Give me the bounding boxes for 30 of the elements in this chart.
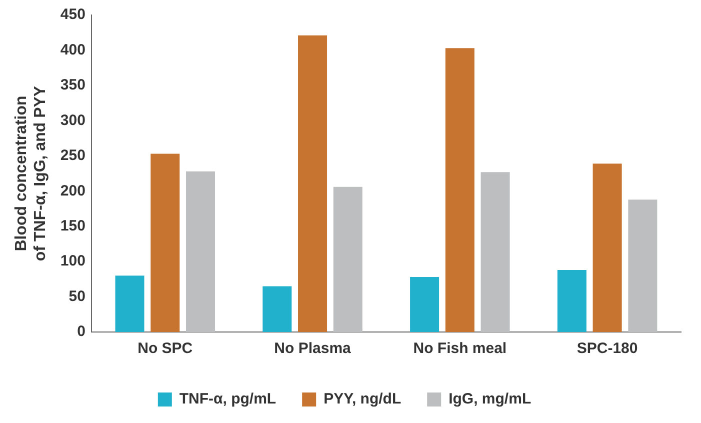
x-tick-label: No Fish meal — [413, 340, 507, 358]
bar — [262, 286, 292, 332]
y-tick-label: 450 — [60, 6, 86, 24]
bar — [628, 200, 658, 332]
bar — [592, 164, 622, 332]
bar — [557, 270, 586, 332]
y-tick-label: 250 — [60, 147, 86, 164]
bar — [445, 48, 474, 332]
y-tick-label: 50 — [68, 288, 86, 305]
y-tick-label: 100 — [60, 252, 86, 270]
x-tick-label: No Plasma — [274, 340, 352, 358]
bar — [115, 276, 144, 332]
bar — [186, 171, 215, 332]
y-tick-label: 150 — [60, 217, 86, 234]
x-tick-label: No SPC — [138, 340, 193, 358]
legend-label: TNF-α, pg/mL — [179, 390, 276, 408]
bar — [150, 154, 180, 332]
y-tick-label: 350 — [60, 76, 86, 94]
bar — [410, 277, 440, 332]
y-tick-label: 200 — [60, 182, 86, 200]
legend-label: PYY, ng/dL — [324, 390, 402, 408]
y-tick-label: 400 — [60, 41, 86, 58]
y-tick-label: 0 — [77, 323, 86, 340]
legend-label: IgG, mg/mL — [448, 390, 532, 408]
bar — [298, 35, 328, 332]
x-tick-label: SPC-180 — [576, 340, 638, 358]
y-axis-title: Blood concentration of TNF-α, IgG, and PYY — [13, 86, 50, 262]
y-tick-label: 300 — [60, 112, 86, 129]
bar — [333, 186, 362, 332]
bar — [480, 172, 510, 332]
